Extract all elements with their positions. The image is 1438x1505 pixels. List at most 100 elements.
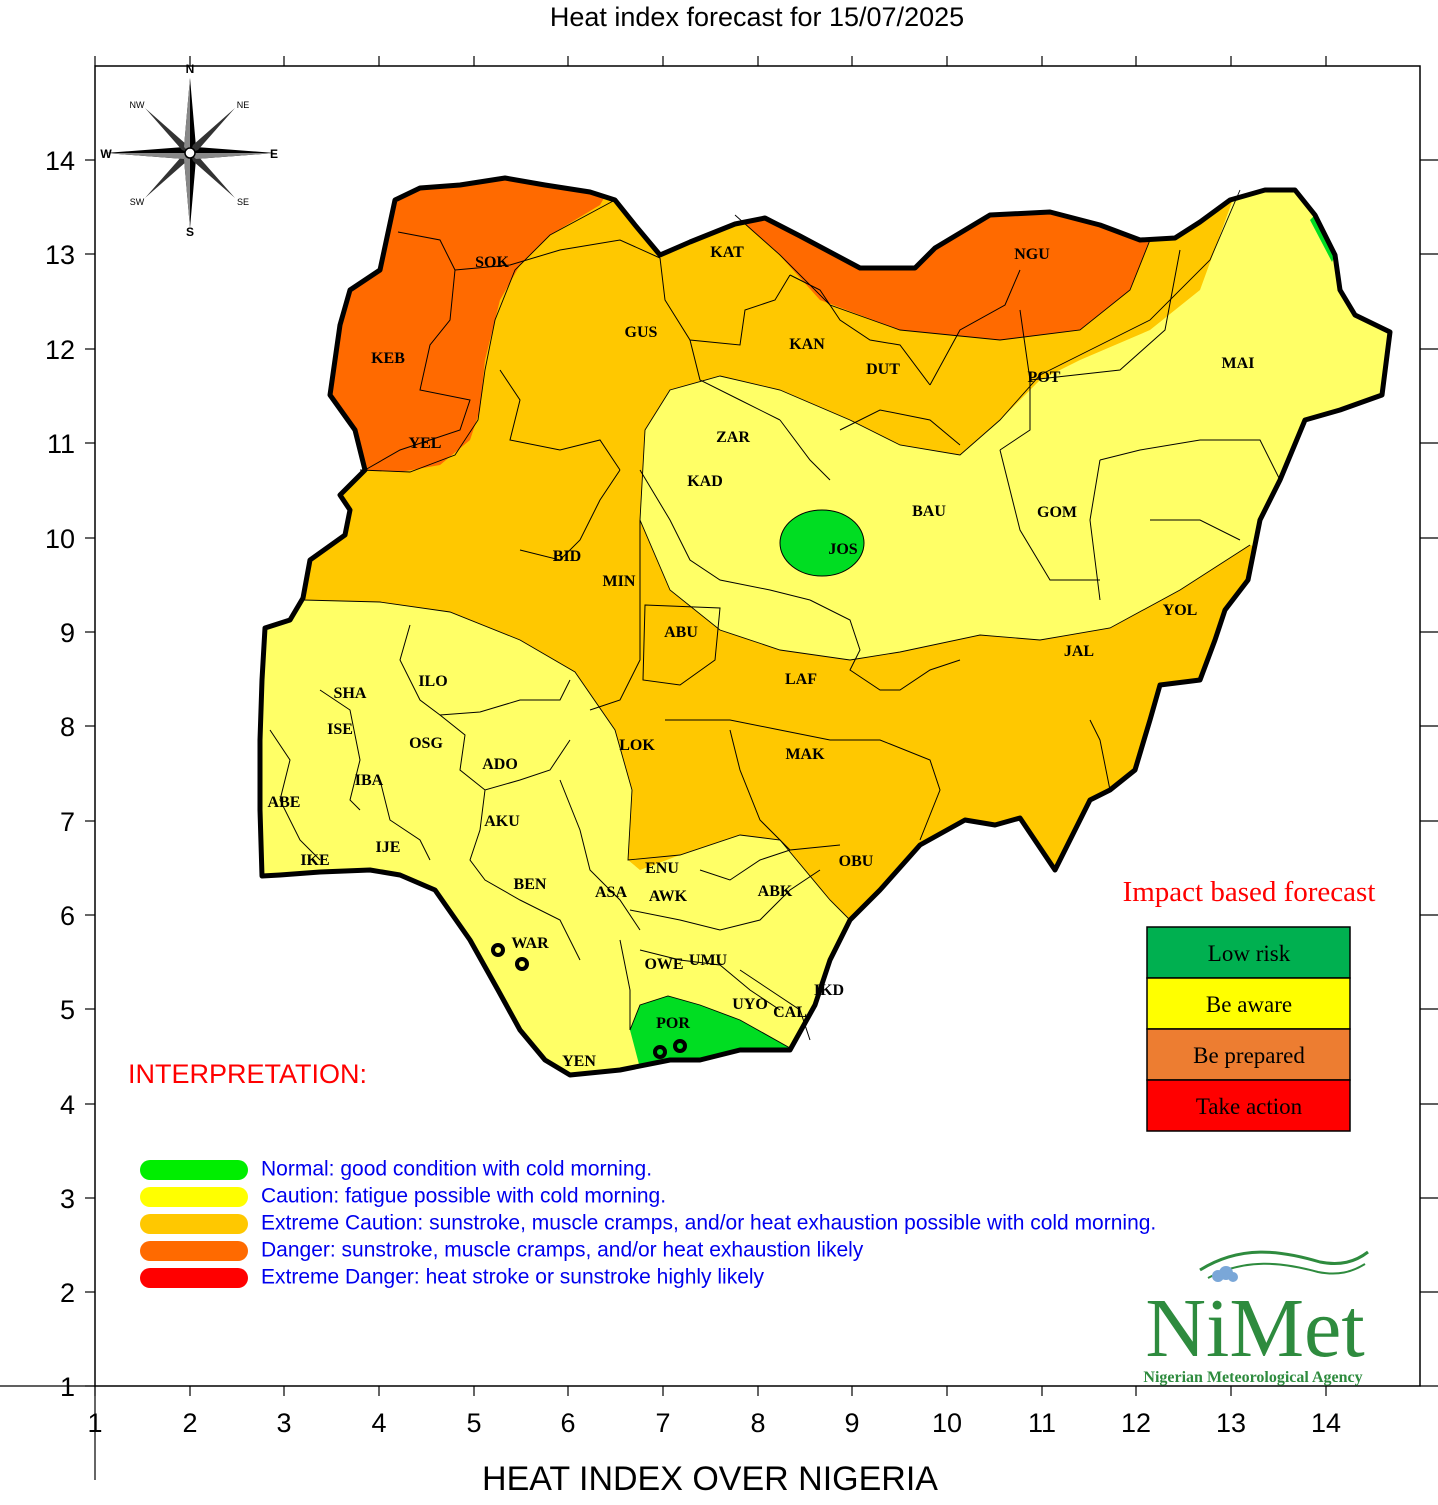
region-label: LAF	[785, 671, 817, 688]
logo-swoosh-icon	[1207, 1262, 1366, 1279]
region-label: SOK	[475, 254, 509, 271]
region-label: GUS	[625, 324, 658, 341]
x-tick-label: 7	[655, 1408, 670, 1438]
region-label: POR	[656, 1015, 690, 1032]
region-label: YEL	[409, 435, 442, 452]
y-tick-label: 3	[60, 1184, 75, 1214]
region-label: ADO	[482, 756, 518, 773]
impact-label-be-prepared: Be prepared	[1193, 1043, 1305, 1068]
region-label: UMU	[689, 952, 728, 969]
region-label: ILO	[418, 673, 447, 690]
compass-e-label: E	[270, 147, 278, 161]
x-tick-label: 11	[1028, 1408, 1056, 1438]
chart-title: Heat index forecast for 15/07/2025	[550, 2, 964, 32]
region-label: ASA	[595, 884, 627, 901]
region-label: OWE	[644, 956, 683, 973]
compass-nw-label: NW	[130, 100, 145, 110]
region-label: AWK	[649, 888, 688, 905]
impact-swatch-take-action	[1146, 1079, 1351, 1132]
region-label: KAT	[710, 244, 744, 261]
compass-w-label: W	[100, 147, 112, 161]
region-label: POT	[1028, 369, 1061, 386]
region-label: BID	[553, 548, 581, 565]
x-tick-label: 10	[932, 1408, 962, 1438]
y-tick-label: 11	[47, 429, 75, 459]
y-axis-labels: 14 13 12 11 10 9 8 7 6 5 4 3 2 1	[45, 146, 75, 1402]
region-label: AKU	[484, 813, 520, 830]
region-label: SHA	[334, 685, 367, 702]
interpretation-legend: INTERPRETATION: Normal: good condition w…	[128, 1059, 1156, 1289]
y-tick-label: 2	[60, 1278, 75, 1308]
logo-cloud-icon	[1212, 1266, 1238, 1282]
compass-s-label: S	[186, 225, 194, 239]
x-tick-label: 3	[276, 1408, 291, 1438]
y-tick-label: 12	[45, 335, 75, 365]
region-label: MIN	[603, 573, 636, 590]
x-tick-label: 14	[1311, 1408, 1341, 1438]
region-label: ABK	[758, 883, 793, 900]
interpretation-swatch-extreme-danger	[140, 1268, 248, 1288]
nigeria-border	[257, 175, 1393, 1078]
x-tick-label: 1	[87, 1408, 102, 1438]
region-label: KEB	[371, 350, 405, 367]
region-label: LOK	[619, 737, 655, 754]
interpretation-swatch-extreme-caution	[140, 1214, 248, 1234]
region-label: JAL	[1064, 643, 1094, 660]
interpretation-text-normal: Normal: good condition with cold morning…	[261, 1158, 652, 1181]
region-label: UYO	[732, 996, 768, 1013]
region-label: ISE	[327, 721, 353, 738]
coastal-islands	[491, 943, 687, 1059]
region-label: IBA	[355, 772, 384, 789]
impact-forecast-legend: Impact based forecast Low risk Be aware …	[1123, 876, 1376, 1132]
y-tick-label: 13	[45, 240, 75, 270]
x-tick-label: 8	[750, 1408, 765, 1438]
logo-wordmark: NiMet	[1145, 1282, 1364, 1375]
region-label: ABU	[664, 624, 698, 641]
region-label: BAU	[912, 503, 946, 520]
y-tick-label: 9	[60, 618, 75, 648]
region-label: KAD	[687, 473, 723, 490]
x-axis-labels: 1 2 3 4 5 6 7 8 9 10 11 12 13 14	[87, 1408, 1341, 1438]
x-tick-label: 5	[466, 1408, 481, 1438]
y-tick-label: 1	[60, 1372, 75, 1402]
region-label: IJE	[376, 839, 401, 856]
y-tick-label: 5	[60, 995, 75, 1025]
x-tick-label: 9	[844, 1408, 859, 1438]
region-label: BEN	[514, 876, 547, 893]
region-label: MAI	[1222, 355, 1255, 372]
compass-ne-label: NE	[237, 100, 250, 110]
region-label: DUT	[866, 361, 900, 378]
interpretation-text-caution: Caution: fatigue possible with cold morn…	[261, 1185, 666, 1208]
interpretation-swatch-normal	[140, 1160, 248, 1180]
region-label: YOL	[1163, 602, 1198, 619]
region-label: MAK	[785, 746, 825, 763]
region-label: ZAR	[716, 429, 750, 446]
interpretation-title: INTERPRETATION:	[128, 1059, 367, 1089]
axis-ticks	[85, 56, 1438, 1396]
nimet-logo: NiMet Nigerian Meteorological Agency	[1143, 1250, 1369, 1386]
y-tick-label: 8	[60, 712, 75, 742]
zone-normal-jos	[779, 509, 865, 577]
region-label: ABE	[268, 794, 301, 811]
impact-label-take-action: Take action	[1196, 1094, 1303, 1119]
region-label: IKD	[814, 982, 844, 999]
x-tick-label: 12	[1121, 1408, 1151, 1438]
impact-forecast-title: Impact based forecast	[1123, 876, 1376, 908]
region-label: WAR	[511, 935, 549, 952]
x-tick-label: 2	[182, 1408, 197, 1438]
y-tick-label: 14	[45, 146, 75, 176]
interpretation-swatch-caution	[140, 1187, 248, 1207]
logo-swoosh-icon	[1199, 1250, 1369, 1272]
x-tick-label: 4	[371, 1408, 386, 1438]
y-tick-label: 7	[60, 807, 75, 837]
region-label: JOS	[828, 541, 857, 558]
interpretation-text-extreme-danger: Extreme Danger: heat stroke or sunstroke…	[261, 1266, 765, 1289]
region-label: GOM	[1037, 504, 1077, 521]
impact-label-be-aware: Be aware	[1206, 992, 1292, 1017]
interpretation-text-extreme-caution: Extreme Caution: sunstroke, muscle cramp…	[261, 1212, 1156, 1235]
zone-contours	[302, 189, 1251, 1049]
impact-swatch-be-aware	[1146, 977, 1351, 1030]
x-tick-label: 6	[560, 1408, 575, 1438]
